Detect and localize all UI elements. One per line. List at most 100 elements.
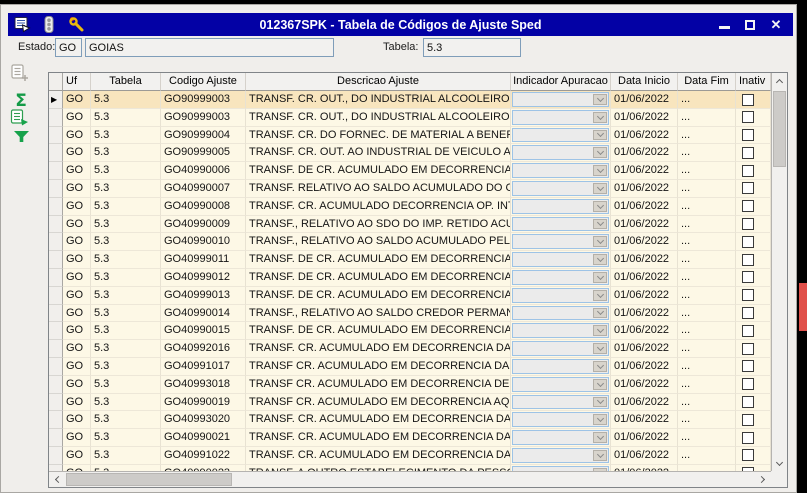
inativo-checkbox[interactable] [742, 93, 754, 106]
add-record-icon[interactable] [9, 62, 29, 82]
horizontal-scrollbar[interactable] [49, 471, 771, 487]
combo-dropdown-button[interactable] [593, 414, 607, 426]
combo-dropdown-button[interactable] [593, 449, 607, 461]
table-row[interactable]: GO 5.3 GO40990008 TRANSF. CR. ACUMULADO … [49, 197, 771, 216]
indicador-apuracao-combo[interactable] [512, 252, 609, 267]
table-row[interactable]: GO 5.3 GO40990014 TRANSF., RELATIVO AO S… [49, 304, 771, 323]
indicador-apuracao-combo[interactable] [512, 92, 609, 107]
inativo-checkbox[interactable] [742, 360, 754, 373]
indicador-apuracao-combo[interactable] [512, 465, 609, 471]
sum-icon[interactable]: Σ [15, 91, 27, 111]
table-row[interactable]: GO 5.3 GO40990019 TRANSF CR. ACUMULADO E… [49, 393, 771, 412]
wrench-icon[interactable] [67, 16, 85, 34]
combo-dropdown-button[interactable] [593, 111, 607, 123]
maximize-button[interactable] [743, 18, 757, 32]
indicador-apuracao-combo[interactable] [512, 447, 609, 463]
inativo-checkbox[interactable] [742, 253, 754, 266]
indicador-apuracao-combo[interactable] [512, 341, 609, 356]
indicador-apuracao-combo[interactable] [512, 145, 609, 161]
header-descricao-ajuste[interactable]: Descricao Ajuste [246, 73, 511, 91]
minimize-button[interactable] [717, 18, 731, 32]
combo-dropdown-button[interactable] [593, 94, 607, 105]
traffic-light-icon[interactable] [40, 15, 58, 34]
estado-name-input[interactable] [85, 38, 334, 57]
table-row[interactable]: GO 5.3 GO40993020 TRANSF. CR. ACUMULADO … [49, 411, 771, 430]
combo-dropdown-button[interactable] [593, 271, 607, 283]
close-button[interactable]: ✕ [769, 17, 783, 32]
combo-dropdown-button[interactable] [593, 396, 607, 408]
inativo-checkbox[interactable] [742, 413, 754, 426]
combo-dropdown-button[interactable] [593, 218, 607, 230]
inativo-checkbox[interactable] [742, 235, 754, 248]
indicador-apuracao-combo[interactable] [512, 287, 609, 303]
scroll-up-button[interactable] [772, 73, 787, 88]
scroll-down-button[interactable] [772, 456, 787, 471]
combo-dropdown-button[interactable] [593, 236, 607, 248]
indicador-apuracao-combo[interactable] [512, 180, 609, 196]
inativo-checkbox[interactable] [742, 378, 754, 391]
combo-dropdown-button[interactable] [593, 467, 607, 471]
indicador-apuracao-combo[interactable] [512, 234, 609, 250]
inativo-checkbox[interactable] [742, 146, 754, 159]
inativo-checkbox[interactable] [742, 342, 754, 355]
table-row[interactable]: GO 5.3 GO40992016 TRANSF. CR. ACUMULADO … [49, 340, 771, 358]
table-row[interactable]: GO 5.3 GO40991017 TRANSF CR. ACUMULADO E… [49, 357, 771, 376]
indicador-apuracao-combo[interactable] [512, 269, 609, 285]
combo-dropdown-button[interactable] [593, 254, 607, 265]
table-row[interactable]: GO 5.3 GO40990010 TRANSF., RELATIVO AO S… [49, 233, 771, 252]
combo-dropdown-button[interactable] [593, 378, 607, 390]
combo-dropdown-button[interactable] [593, 325, 607, 337]
inativo-checkbox[interactable] [742, 200, 754, 213]
vertical-scroll-thumb[interactable] [773, 91, 786, 167]
horizontal-scroll-thumb[interactable] [66, 473, 232, 486]
indicador-apuracao-combo[interactable] [512, 305, 609, 321]
export-record-icon[interactable] [9, 108, 31, 126]
inativo-checkbox[interactable] [742, 164, 754, 177]
indicador-apuracao-combo[interactable] [512, 358, 609, 374]
inativo-checkbox[interactable] [742, 307, 754, 320]
header-indicador-apuracao[interactable]: Indicador Apuracao [511, 73, 611, 91]
table-row[interactable]: GO 5.3 GO40999011 TRANSF. DE CR. ACUMULA… [49, 251, 771, 269]
inativo-checkbox[interactable] [742, 218, 754, 231]
indicador-apuracao-combo[interactable] [512, 430, 609, 445]
inativo-checkbox[interactable] [742, 111, 754, 124]
scroll-right-button[interactable] [755, 472, 770, 487]
indicador-apuracao-combo[interactable] [512, 394, 609, 410]
table-row[interactable]: GO 5.3 GO90999004 TRANSF. CR. DO FORNEC.… [49, 126, 771, 145]
table-row[interactable]: GO 5.3 GO40990015 TRANSF. DE CR. ACUMULA… [49, 322, 771, 341]
tabela-input[interactable] [423, 38, 521, 57]
inativo-checkbox[interactable] [742, 396, 754, 409]
titlebar[interactable]: 012367SPK - Tabela de Códigos de Ajuste … [8, 13, 793, 36]
header-data-inicio[interactable]: Data Inicio [611, 73, 678, 91]
combo-dropdown-button[interactable] [593, 129, 607, 141]
combo-dropdown-button[interactable] [593, 165, 607, 176]
table-row[interactable]: GO 5.3 GO40990006 TRANSF. DE CR. ACUMULA… [49, 162, 771, 180]
table-row[interactable]: GO 5.3 GO40990021 TRANSF. CR. ACUMULADO … [49, 429, 771, 447]
table-row[interactable]: GO 5.3 GO40993018 TRANSF CR. ACUMULADO E… [49, 375, 771, 394]
combo-dropdown-button[interactable] [593, 360, 607, 372]
combo-dropdown-button[interactable] [593, 182, 607, 194]
inativo-checkbox[interactable] [742, 449, 754, 462]
indicador-apuracao-combo[interactable] [512, 376, 609, 392]
table-row[interactable]: GO 5.3 GO90999005 TRANSF. CR. OUT. AO IN… [49, 144, 771, 163]
scroll-left-button[interactable] [49, 472, 64, 487]
vertical-scrollbar[interactable] [771, 73, 787, 471]
combo-dropdown-button[interactable] [593, 432, 607, 443]
table-row[interactable]: GO 5.3 GO40990007 TRANSF. RELATIVO AO SA… [49, 179, 771, 198]
inativo-checkbox[interactable] [742, 129, 754, 142]
combo-dropdown-button[interactable] [593, 343, 607, 354]
table-row[interactable]: GO 5.3 GO40999012 TRANSF. DE CR. ACUMULA… [49, 268, 771, 287]
estado-code-input[interactable] [55, 38, 82, 57]
header-tabela[interactable]: Tabela [91, 73, 161, 91]
indicador-apuracao-combo[interactable] [512, 127, 609, 143]
combo-dropdown-button[interactable] [593, 307, 607, 319]
form-icon[interactable] [13, 16, 31, 34]
table-row[interactable]: GO 5.3 GO90999003 TRANSF. CR. OUT., DO I… [49, 108, 771, 127]
indicador-apuracao-combo[interactable] [512, 412, 609, 428]
indicador-apuracao-combo[interactable] [512, 323, 609, 339]
indicador-apuracao-combo[interactable] [512, 198, 609, 214]
inativo-checkbox[interactable] [742, 182, 754, 195]
header-codigo-ajuste[interactable]: Codigo Ajuste [161, 73, 246, 91]
table-row[interactable]: ▶ GO 5.3 GO90999003 TRANSF. CR. OUT., DO… [49, 91, 771, 109]
header-inativo[interactable]: Inativ [736, 73, 771, 91]
